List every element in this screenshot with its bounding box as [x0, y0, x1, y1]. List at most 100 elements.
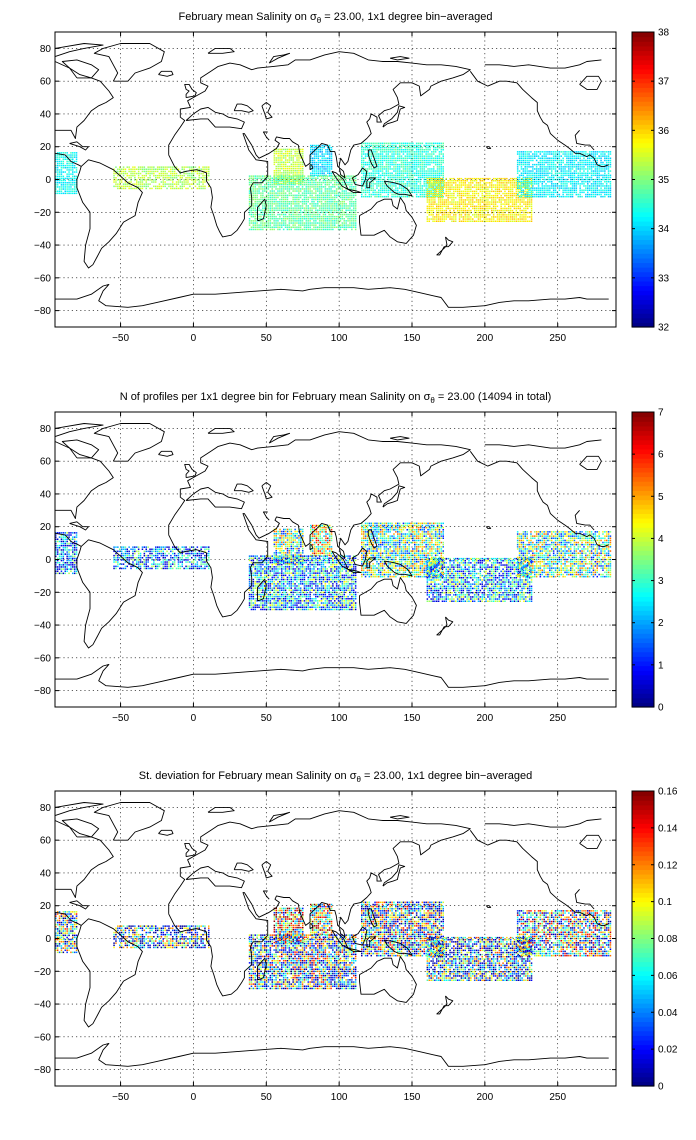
data-cell	[322, 198, 325, 201]
data-cell	[432, 201, 434, 203]
data-cell	[68, 182, 70, 184]
data-cell	[541, 187, 543, 189]
data-cell	[437, 211, 440, 214]
data-cell	[455, 186, 457, 188]
data-cell	[509, 199, 512, 201]
data-cell	[252, 175, 255, 177]
data-cell	[397, 193, 399, 196]
data-cell	[573, 159, 576, 162]
data-cell	[288, 183, 291, 186]
data-cell	[137, 177, 140, 179]
data-cell	[368, 161, 371, 164]
data-cell	[349, 196, 351, 199]
data-cell	[347, 196, 349, 199]
data-cell	[523, 201, 525, 203]
data-cell	[68, 167, 70, 169]
data-cell	[554, 183, 557, 185]
data-cell	[427, 157, 429, 159]
data-cell	[273, 209, 275, 211]
data-cell	[273, 201, 275, 203]
data-cell	[549, 163, 551, 166]
data-cell	[292, 182, 294, 185]
data-cell	[303, 211, 306, 214]
data-cell	[395, 168, 397, 170]
data-cell	[568, 168, 570, 170]
data-cell	[428, 220, 430, 222]
data-cell	[381, 189, 384, 191]
data-cell	[414, 183, 416, 185]
data-cell	[162, 166, 164, 168]
data-cell	[508, 182, 510, 184]
data-cell	[191, 187, 193, 190]
data-cell	[483, 216, 485, 218]
data-cell	[523, 194, 525, 197]
data-cell	[298, 205, 300, 207]
data-cell	[443, 209, 446, 212]
data-cell	[528, 166, 530, 168]
data-cell	[299, 177, 302, 179]
data-cell	[524, 193, 526, 196]
data-cell	[370, 166, 372, 168]
data-cell	[534, 183, 536, 185]
data-cell	[462, 209, 465, 212]
data-cell	[455, 184, 457, 186]
data-cell	[136, 183, 138, 185]
data-cell	[303, 192, 306, 194]
data-cell	[66, 192, 68, 195]
data-cell	[566, 178, 568, 181]
data-cell	[393, 193, 395, 196]
data-cell	[153, 168, 155, 170]
data-cell	[525, 190, 527, 193]
data-cell	[354, 192, 357, 194]
data-cell	[562, 176, 564, 179]
data-cell	[400, 151, 403, 153]
data-cell	[395, 187, 397, 189]
data-cell	[305, 203, 308, 205]
data-cell	[415, 142, 418, 145]
data-cell	[523, 209, 525, 212]
data-cell	[183, 168, 185, 170]
data-cell	[115, 177, 117, 179]
data-cell	[472, 192, 474, 195]
data-cell	[453, 188, 455, 190]
data-cell	[282, 190, 285, 192]
data-cell	[153, 181, 155, 183]
data-cell	[520, 185, 523, 187]
data-cell	[72, 154, 74, 156]
data-cell	[410, 168, 412, 170]
data-cell	[317, 159, 320, 162]
data-cell	[62, 186, 65, 188]
data-cell	[301, 205, 304, 207]
data-cell	[294, 167, 296, 170]
data-cell	[492, 214, 495, 216]
data-cell	[299, 211, 302, 214]
data-cell	[554, 195, 557, 198]
data-cell	[440, 170, 443, 172]
data-cell	[433, 183, 435, 185]
data-cell	[311, 172, 314, 174]
data-cell	[492, 216, 495, 218]
data-cell	[294, 188, 296, 190]
data-cell	[279, 222, 281, 224]
data-cell	[539, 189, 542, 191]
data-cell	[472, 180, 474, 182]
data-cell	[328, 159, 331, 162]
data-cell	[404, 183, 407, 185]
data-cell	[303, 218, 306, 220]
data-cell	[429, 159, 431, 162]
data-cell	[475, 216, 478, 218]
data-cell	[271, 228, 273, 231]
data-cell	[317, 213, 319, 216]
data-cell	[353, 196, 355, 199]
data-cell	[281, 165, 283, 168]
data-cell	[313, 144, 316, 147]
data-cell	[320, 218, 323, 220]
data-cell	[404, 161, 407, 164]
data-cell	[294, 218, 296, 220]
data-cell	[368, 163, 371, 166]
data-cell	[445, 188, 447, 190]
data-cell	[313, 201, 315, 203]
data-cell	[321, 168, 323, 170]
data-cell	[320, 175, 323, 177]
data-cell	[283, 182, 285, 185]
